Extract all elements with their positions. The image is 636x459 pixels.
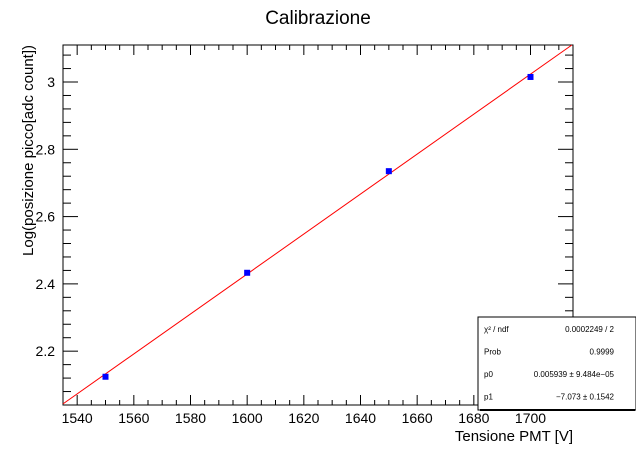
x-tick-label: 1600 <box>232 410 263 426</box>
x-tick-label: 1620 <box>288 410 319 426</box>
data-point <box>102 373 109 380</box>
x-tick-label: 1640 <box>345 410 376 426</box>
data-point <box>527 73 534 80</box>
y-tick-label: 2.8 <box>36 141 56 157</box>
stats-row-label: χ² / ndf <box>484 325 509 334</box>
fit-stats-box: χ² / ndf 0.0002249 / 2 Prob 0.9999 p0 0.00593… <box>477 316 636 411</box>
y-tick-label: 3 <box>47 74 55 90</box>
y-tick-label: 2.4 <box>36 276 56 292</box>
stats-row-label: p1 <box>484 393 493 402</box>
fit-line <box>62 44 573 405</box>
x-tick-label: 1540 <box>62 410 93 426</box>
y-tick-label: 2.2 <box>36 343 56 359</box>
stats-row-value: −7.073 ± 0.1542 <box>556 393 615 402</box>
stats-row-value: 0.005939 ± 9.484e−05 <box>534 370 615 379</box>
stats-row-value: 0.9999 <box>590 348 615 357</box>
stats-row-value: 0.0002249 / 2 <box>565 325 614 334</box>
stats-box-frame <box>477 316 636 411</box>
x-tick-label: 1660 <box>402 410 433 426</box>
data-point <box>385 168 392 175</box>
x-axis-label: Tensione PMT [V] <box>455 428 573 445</box>
y-axis-label: Log(posizione picco[adc count]) <box>20 45 37 256</box>
x-tick-label: 1560 <box>118 410 149 426</box>
x-tick-label: 1680 <box>458 410 489 426</box>
x-tick-label: 1700 <box>515 410 546 426</box>
stats-row-label: Prob <box>484 348 501 357</box>
data-point <box>244 269 251 276</box>
stats-row-label: p0 <box>484 370 493 379</box>
x-tick-label: 1580 <box>175 410 206 426</box>
chart-title: Calibrazione <box>265 8 371 29</box>
y-tick-label: 2.6 <box>36 209 56 225</box>
